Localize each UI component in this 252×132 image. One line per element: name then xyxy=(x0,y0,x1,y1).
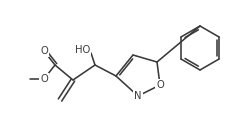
Text: O: O xyxy=(40,74,48,84)
Text: O: O xyxy=(40,46,48,56)
Text: O: O xyxy=(155,80,163,90)
Text: HO: HO xyxy=(75,45,90,55)
Text: N: N xyxy=(134,91,141,101)
